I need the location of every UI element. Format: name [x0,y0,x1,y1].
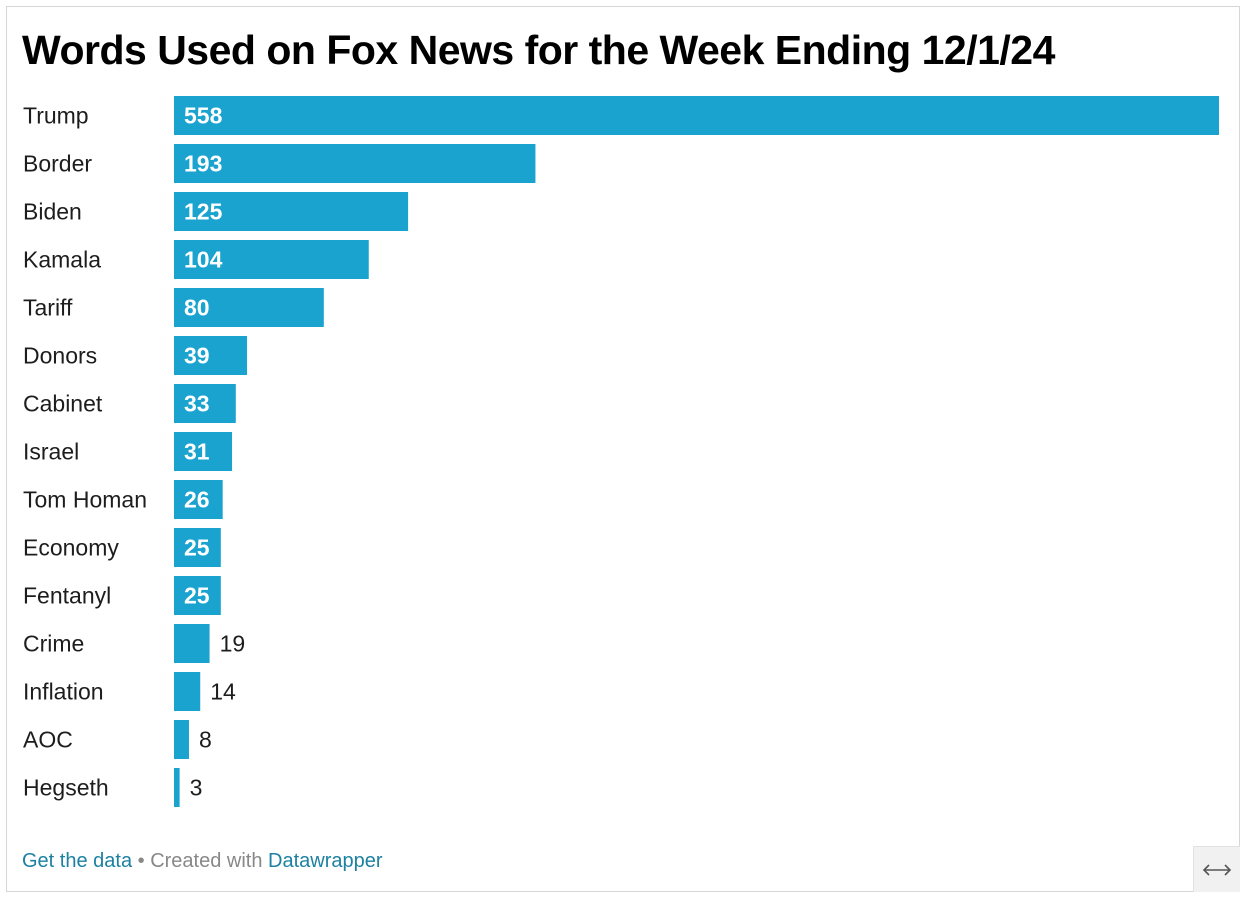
chart-footer: Get the data • Created with Datawrapper [22,848,383,874]
bar-economy[interactable] [174,528,221,567]
bar-fentanyl[interactable] [174,576,221,615]
bar-inflation[interactable] [174,672,201,711]
category-label-biden: Biden [23,199,82,225]
value-label-crime: 19 [220,631,246,657]
value-label-trump: 558 [184,103,223,129]
get-the-data-link[interactable]: Get the data [22,850,133,872]
bar-israel[interactable] [174,432,233,471]
bar-aoc[interactable] [174,720,189,759]
bar-hegseth[interactable] [174,768,180,807]
category-label-trump: Trump [23,103,89,129]
category-label-tom-homan: Tom Homan [23,487,147,513]
category-label-hegseth: Hegseth [23,775,109,801]
bar-kamala[interactable] [174,240,369,279]
category-label-cabinet: Cabinet [23,391,103,417]
footer-separator: • Created with [132,850,269,872]
value-label-kamala: 104 [184,247,223,273]
value-label-biden: 125 [184,199,223,225]
bar-border[interactable] [174,144,536,183]
horizontal-arrows-icon [1202,863,1232,876]
value-label-economy: 25 [184,535,210,561]
value-label-aoc: 8 [199,727,212,753]
value-label-hegseth: 3 [190,775,203,801]
bar-biden[interactable] [174,192,409,231]
value-label-border: 193 [184,151,222,177]
category-label-economy: Economy [23,535,119,561]
category-label-fentanyl: Fentanyl [23,583,111,609]
category-label-aoc: AOC [23,727,73,753]
bar-tariff[interactable] [174,288,324,327]
category-label-border: Border [23,151,92,177]
value-label-fentanyl: 25 [184,583,210,609]
bar-trump[interactable] [174,96,1219,135]
category-label-crime: Crime [23,631,84,657]
category-label-tariff: Tariff [23,295,73,321]
value-label-donors: 39 [184,343,210,369]
category-label-kamala: Kamala [23,247,101,273]
value-label-cabinet: 33 [184,391,210,417]
bar-cabinet[interactable] [174,384,236,423]
expand-button[interactable] [1193,846,1240,892]
category-label-israel: Israel [23,439,79,465]
value-label-tariff: 80 [184,295,210,321]
value-label-israel: 31 [184,439,210,465]
datawrapper-link[interactable]: Datawrapper [268,850,383,872]
category-label-inflation: Inflation [23,679,104,705]
chart-title: Words Used on Fox News for the Week Endi… [22,27,1055,73]
category-label-donors: Donors [23,343,97,369]
value-label-tom-homan: 26 [184,487,210,513]
bar-tom-homan[interactable] [174,480,223,519]
bar-donors[interactable] [174,336,248,375]
value-label-inflation: 14 [210,679,236,705]
bar-crime[interactable] [174,624,210,663]
